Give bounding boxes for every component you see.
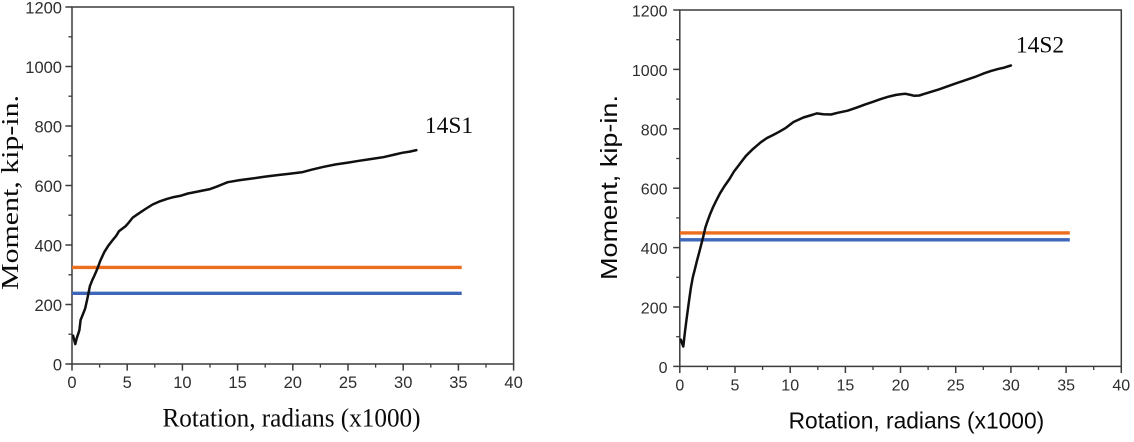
svg-text:15: 15 <box>228 374 246 392</box>
svg-text:800: 800 <box>34 119 62 137</box>
svg-text:200: 200 <box>34 297 62 315</box>
svg-text:25: 25 <box>947 377 965 394</box>
svg-text:Moment, kip-in.: Moment, kip-in. <box>0 95 24 290</box>
svg-text:800: 800 <box>641 122 668 139</box>
svg-text:600: 600 <box>34 178 62 196</box>
svg-text:14S1: 14S1 <box>425 113 473 139</box>
svg-text:40: 40 <box>504 374 522 392</box>
svg-text:0: 0 <box>659 360 668 377</box>
svg-text:Rotation, radians (x1000): Rotation, radians (x1000) <box>163 404 421 433</box>
svg-text:Rotation, radians (x1000): Rotation, radians (x1000) <box>789 407 1045 433</box>
svg-text:Moment, kip-in.: Moment, kip-in. <box>596 95 622 280</box>
svg-text:10: 10 <box>781 377 799 394</box>
svg-text:30: 30 <box>394 374 412 392</box>
svg-text:35: 35 <box>449 374 467 392</box>
svg-text:20: 20 <box>284 374 302 392</box>
svg-text:0: 0 <box>53 357 62 375</box>
svg-text:15: 15 <box>837 377 855 394</box>
svg-text:40: 40 <box>1112 377 1130 394</box>
svg-text:200: 200 <box>641 301 668 318</box>
svg-text:30: 30 <box>1002 377 1020 394</box>
svg-text:1000: 1000 <box>25 59 62 77</box>
svg-text:600: 600 <box>641 182 668 199</box>
svg-text:20: 20 <box>892 377 910 394</box>
svg-text:400: 400 <box>34 238 62 256</box>
svg-text:1200: 1200 <box>25 0 62 18</box>
svg-text:5: 5 <box>731 377 740 394</box>
svg-text:0: 0 <box>675 377 684 394</box>
svg-text:14S2: 14S2 <box>1016 33 1064 59</box>
svg-text:5: 5 <box>123 374 132 392</box>
svg-text:35: 35 <box>1057 377 1075 394</box>
svg-text:25: 25 <box>339 374 357 392</box>
svg-text:1000: 1000 <box>632 63 668 80</box>
svg-text:1200: 1200 <box>632 4 668 21</box>
svg-text:10: 10 <box>173 374 191 392</box>
svg-text:0: 0 <box>67 374 76 392</box>
svg-text:400: 400 <box>641 241 668 258</box>
